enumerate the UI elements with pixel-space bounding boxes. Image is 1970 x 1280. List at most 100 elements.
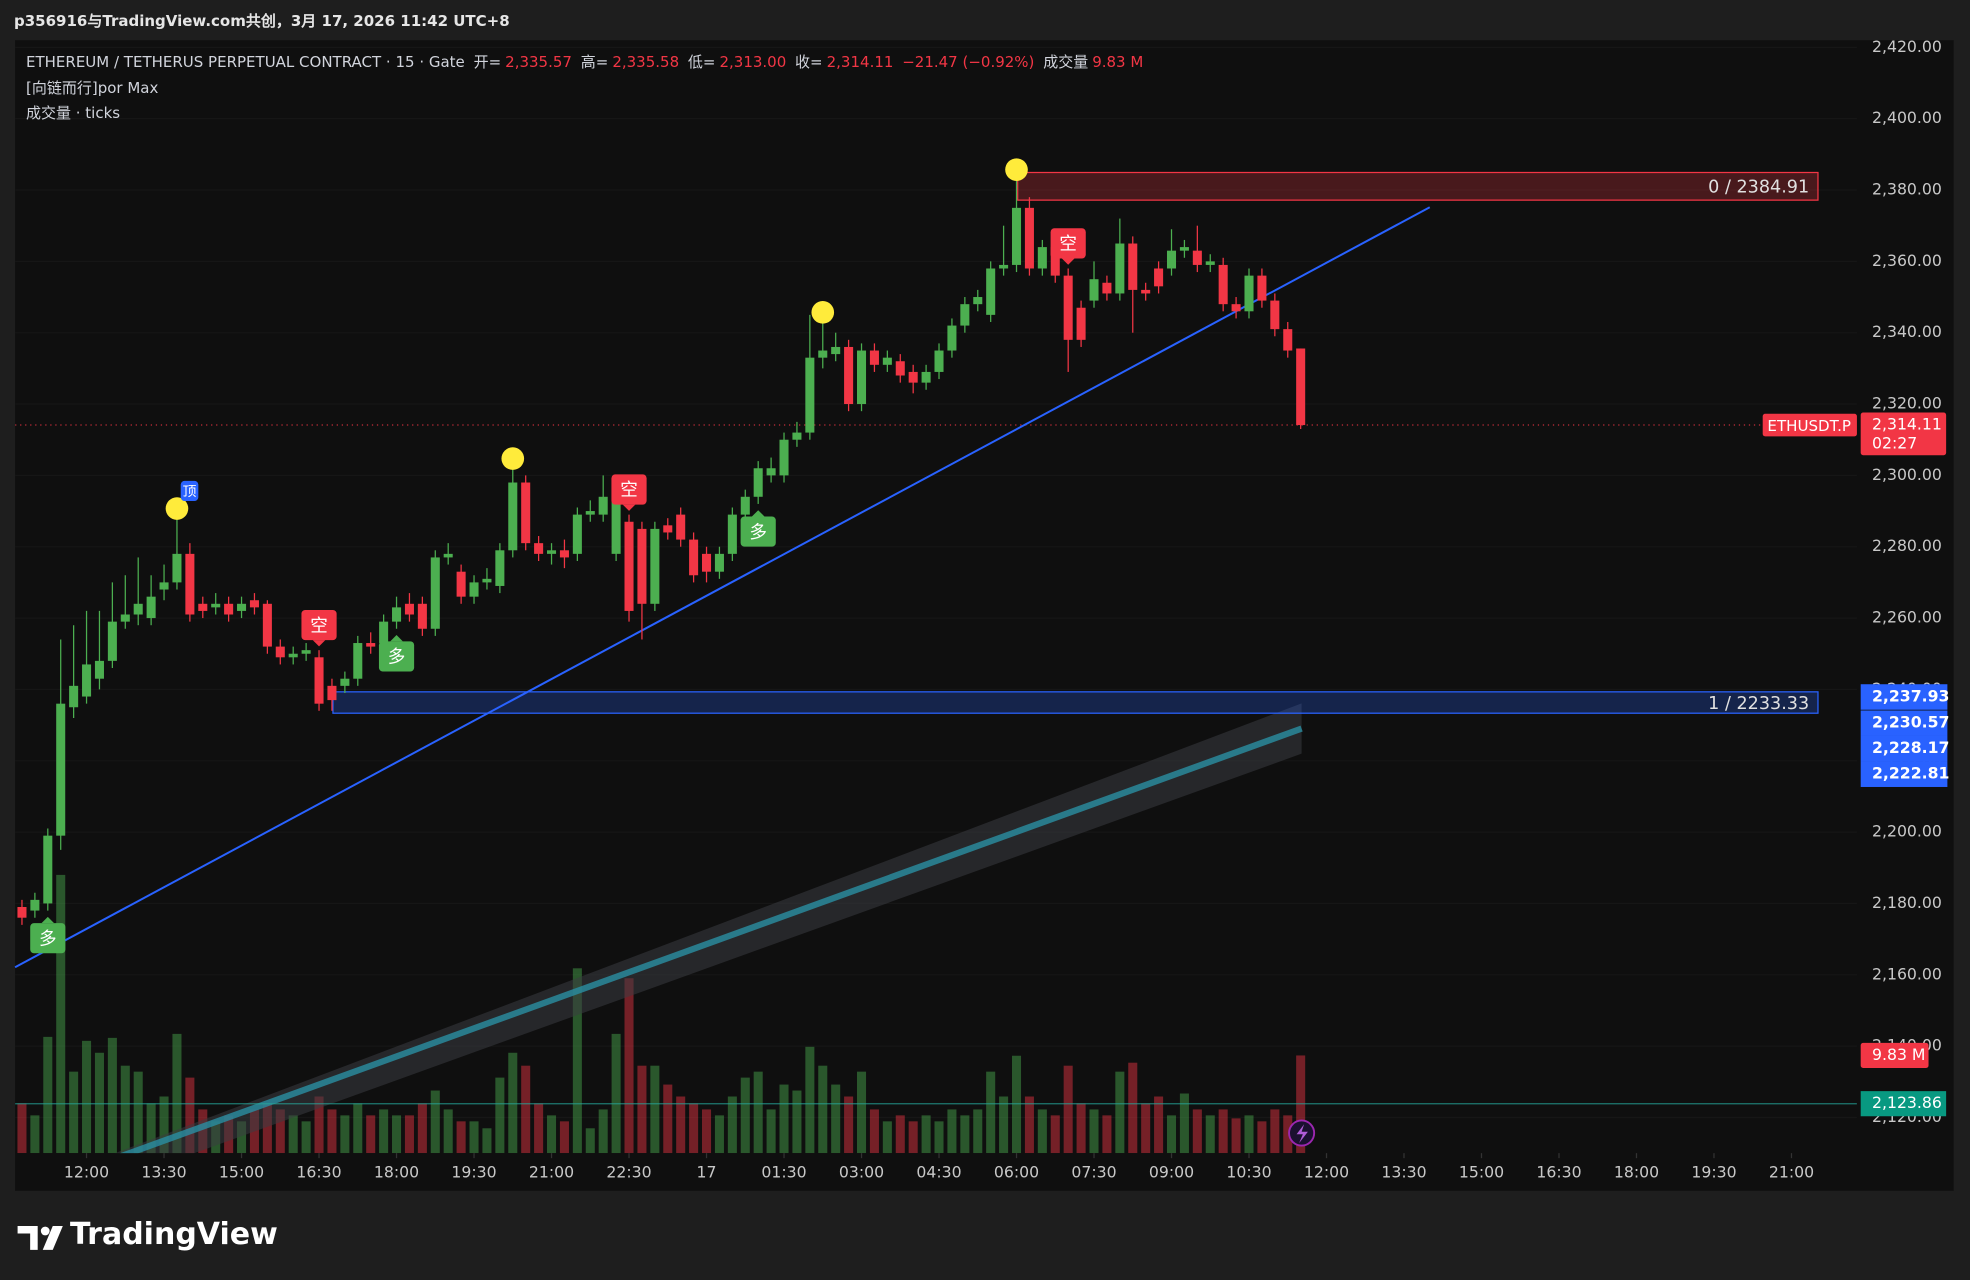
candle-body — [999, 264, 1009, 269]
candle-body — [702, 553, 712, 572]
volume-bar — [1257, 1121, 1267, 1154]
price-tag-box — [1860, 412, 1947, 456]
open-value: 2,335.57 — [505, 53, 572, 71]
volume-bar — [611, 1033, 621, 1154]
candle-body — [185, 553, 195, 615]
level-tag-box — [1860, 1091, 1947, 1117]
signal-dot — [1005, 158, 1028, 181]
volume-bar — [1154, 1096, 1164, 1154]
volume-bar — [94, 1052, 104, 1154]
candle-body — [17, 907, 27, 918]
candle-body — [831, 346, 841, 355]
signal-label: 多 — [388, 648, 406, 668]
candle-body — [1076, 307, 1086, 340]
zone — [1017, 171, 1819, 201]
x-tick-label: 06:00 — [994, 1163, 1039, 1182]
candle-body — [1154, 268, 1164, 287]
legend: ETHEREUM / TETHERUS PERPETUAL CONTRACT ·… — [26, 51, 1147, 72]
volume-bar — [392, 1115, 402, 1154]
y-tick-label: 2,200.00 — [1872, 822, 1942, 841]
volume-bar — [133, 1071, 143, 1154]
candle-body — [249, 600, 259, 608]
price-label: 2,228.17 — [1872, 738, 1949, 757]
volume-bar — [353, 1103, 363, 1154]
price-label: 2,222.81 — [1872, 764, 1949, 783]
volume-tag-box — [1860, 1042, 1929, 1069]
volume-bar — [340, 1115, 350, 1154]
volume-bar — [482, 1128, 492, 1154]
volume-bar — [779, 1084, 789, 1154]
volume-bar — [275, 1109, 285, 1154]
high-value: 2,335.58 — [612, 53, 680, 71]
volume-bar — [1283, 1115, 1293, 1154]
level-tag: 2,123.86 — [1872, 1093, 1942, 1112]
x-tick-label: 18:00 — [1614, 1163, 1659, 1182]
candle-body — [1218, 264, 1228, 305]
candle-body — [650, 528, 660, 604]
price-label-box — [1860, 735, 1948, 762]
candle-body — [663, 525, 673, 533]
low-label: 低= — [687, 53, 716, 71]
candle-body — [689, 539, 699, 576]
candle-body — [392, 607, 402, 622]
volume-bar — [56, 874, 66, 1154]
candle-body — [714, 553, 724, 572]
candle-body — [1050, 247, 1060, 276]
volume-bar — [624, 978, 634, 1154]
candle-body — [262, 603, 272, 647]
symbol-tag-box — [1762, 413, 1857, 437]
volume-bar — [1050, 1115, 1060, 1154]
volume-bar — [818, 1065, 828, 1154]
candle-body — [547, 550, 557, 554]
candle-body — [559, 550, 569, 558]
candle-body — [1231, 304, 1241, 312]
x-tick-label: 16:30 — [1536, 1163, 1581, 1182]
volume-bar — [856, 1071, 867, 1154]
candle-body — [986, 268, 996, 315]
volume-bar — [805, 1046, 815, 1154]
candle-body — [1102, 282, 1112, 294]
volume-bar — [146, 1103, 156, 1154]
candle-body — [275, 646, 285, 658]
volume-label: 成交量 — [1043, 53, 1089, 71]
volume-bar — [417, 1103, 427, 1154]
volume-bar — [172, 1033, 182, 1154]
signal-label-box — [30, 923, 66, 954]
alert-bolt — [1296, 1124, 1308, 1144]
candle-body — [69, 685, 79, 708]
candle-body — [1011, 207, 1022, 265]
volume-bar — [430, 1090, 440, 1154]
candle-body — [353, 643, 363, 679]
volume-bar — [17, 1103, 27, 1154]
signal-pointer — [1061, 258, 1075, 265]
header: p356916与TradingView.com共创，3月 17, 2026 11… — [14, 12, 510, 30]
candle-body — [753, 468, 763, 497]
candle-body — [1024, 207, 1034, 269]
volume-bar — [1179, 1093, 1189, 1154]
signal-label: 顶 — [183, 484, 197, 500]
volume-bar — [1141, 1103, 1151, 1154]
volume-bar — [1231, 1118, 1241, 1154]
price-tag: 2,314.11 — [1872, 415, 1942, 434]
volume-bar — [663, 1084, 673, 1154]
volume-bar — [521, 1065, 531, 1154]
low-value: 2,313.00 — [719, 53, 787, 71]
band-line — [120, 725, 1303, 1154]
volume-bar — [637, 1065, 647, 1154]
candle-body — [844, 346, 854, 405]
signal-pointer — [390, 635, 403, 642]
x-tick-label: 22:30 — [606, 1163, 651, 1182]
candle-body — [172, 553, 182, 583]
y-tick-label: 2,280.00 — [1872, 536, 1942, 555]
signal-label-box — [301, 609, 337, 641]
price-label-box — [1860, 684, 1948, 710]
volume-bar — [379, 1109, 389, 1154]
volume-bar — [792, 1090, 802, 1154]
candle-body — [340, 678, 350, 686]
y-tick-label: 2,420.00 — [1872, 37, 1942, 56]
volume-bar — [650, 1065, 660, 1154]
candle-body — [314, 657, 324, 704]
candle-body — [624, 521, 634, 611]
candle-body — [417, 603, 427, 629]
volume-bar — [1270, 1109, 1280, 1154]
